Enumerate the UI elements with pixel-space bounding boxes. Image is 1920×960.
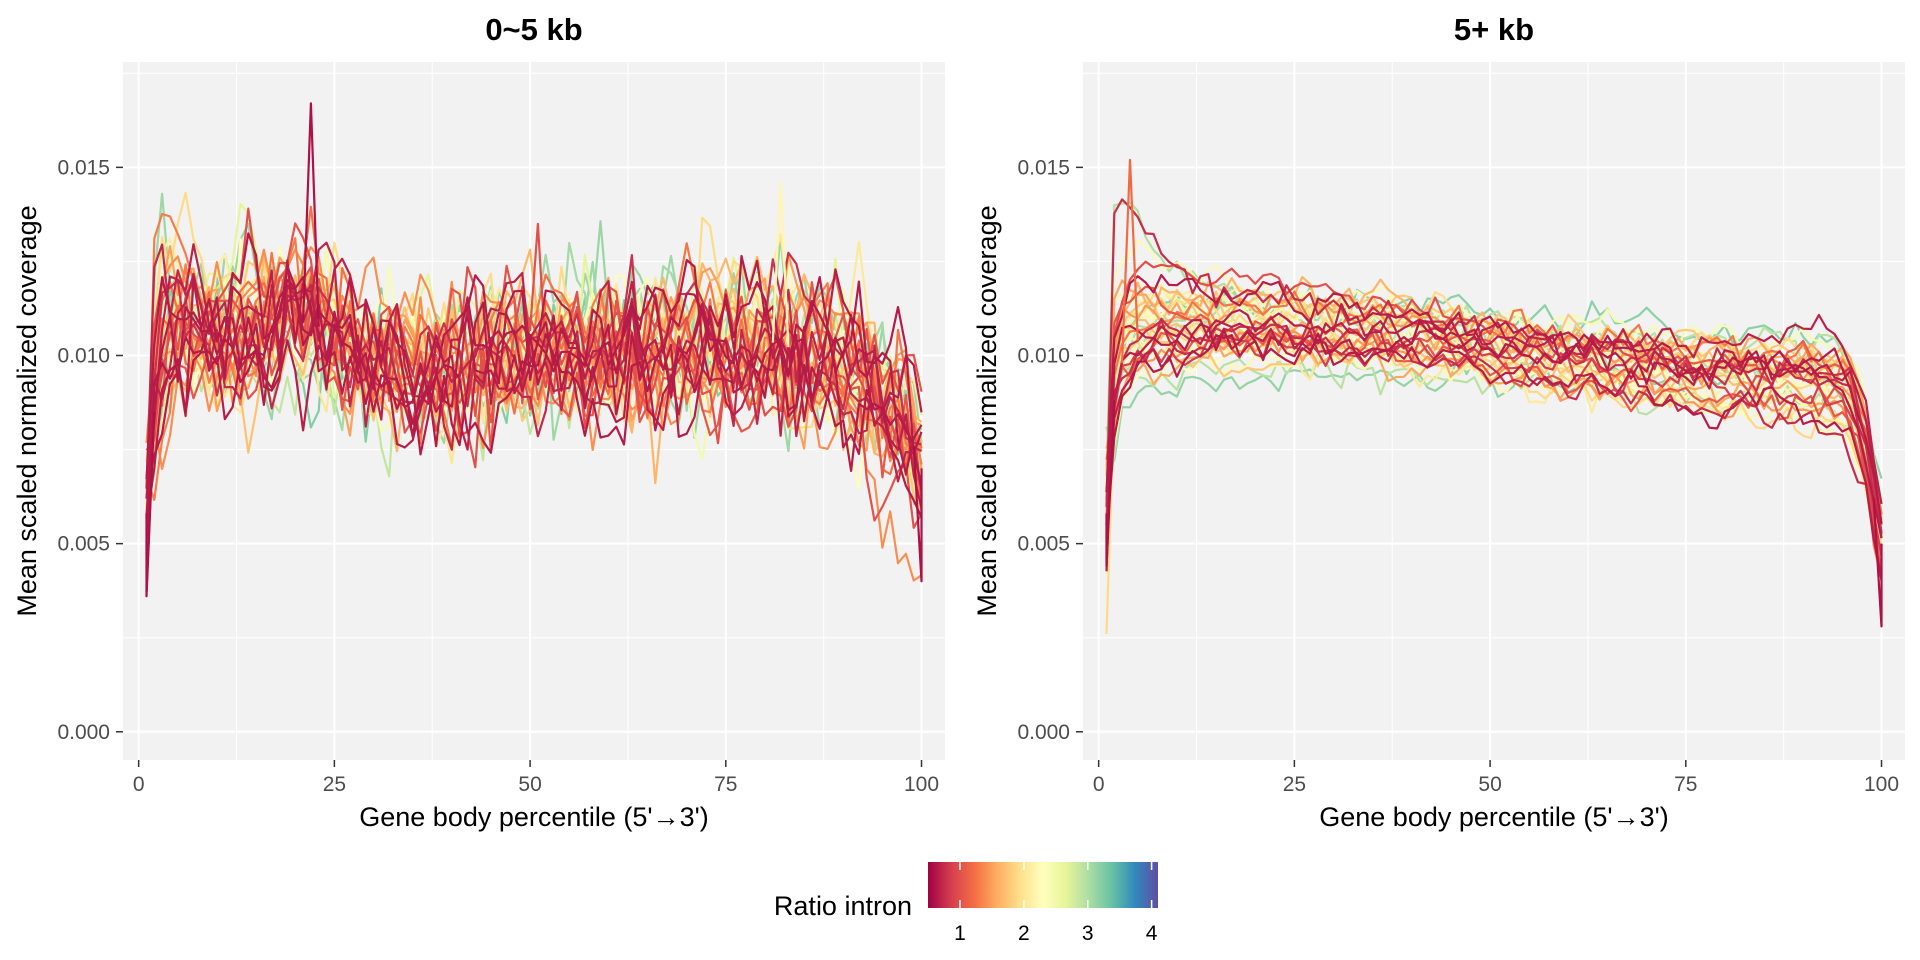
series-line <box>1105 328 1883 524</box>
series-lines <box>1105 158 1883 634</box>
y-tick-label: 0.015 <box>1017 156 1070 179</box>
series-extreme-end_min <box>1872 498 1883 628</box>
series-line <box>1105 302 1883 525</box>
series-extreme-max_spike <box>302 102 320 327</box>
series-extreme-start_min <box>1105 400 1116 568</box>
legend-ticks: 1 2 3 4 <box>954 862 1158 945</box>
x-tick-label: 25 <box>1283 773 1306 796</box>
series-extreme-yellow_peak <box>771 181 790 348</box>
y-axis-title: Mean scaled normalized coverage <box>972 205 1002 616</box>
x-tick-label: 100 <box>1864 773 1899 796</box>
series-line <box>1105 273 1883 539</box>
series-extreme-early_peak <box>1121 158 1139 364</box>
legend-tick-label: 2 <box>1018 922 1030 945</box>
series-line <box>1105 297 1883 525</box>
series-line <box>1105 308 1883 525</box>
x-axis-title: Gene body percentile (5'→3') <box>1319 802 1669 832</box>
x-tick-label: 0 <box>1093 773 1105 796</box>
x-tick-label: 0 <box>133 773 145 796</box>
series-line <box>145 276 923 592</box>
x-tick-label: 50 <box>1478 773 1501 796</box>
x-tick-label: 75 <box>1674 773 1697 796</box>
series-extreme-start_min <box>145 411 156 598</box>
panel-title: 5+ kb <box>1454 12 1534 47</box>
axes: 0.000 0.005 0.010 0.015 0 25 50 75 100 <box>57 156 939 796</box>
legend-colorbar <box>928 862 1158 908</box>
y-tick-label: 0.000 <box>1017 721 1070 744</box>
axes: 0.000 0.005 0.010 0.015 0 25 50 75 100 <box>1017 156 1899 796</box>
plot-background <box>1083 62 1905 760</box>
legend-tick-label: 1 <box>954 922 966 945</box>
legend-tick-label: 4 <box>1146 922 1158 945</box>
color-legend: Ratio intron 1 2 3 4 <box>774 862 1158 945</box>
gridlines <box>1083 62 1905 760</box>
y-tick-label: 0.005 <box>1017 533 1070 556</box>
series-line <box>145 232 923 490</box>
y-tick-label: 0.015 <box>57 156 110 179</box>
series-line <box>1105 319 1883 539</box>
series-line <box>145 263 922 501</box>
series-extreme-end_min <box>912 445 923 583</box>
panel-short-genes: 0~5 kb 0.000 0.005 0.010 0.015 0 25 50 75 100 Gene… <box>12 12 945 832</box>
y-tick-label: 0.010 <box>57 344 110 367</box>
x-tick-label: 100 <box>904 773 939 796</box>
x-tick-label: 50 <box>518 773 541 796</box>
series-lines <box>145 102 923 598</box>
series-line <box>145 277 923 499</box>
panel-title: 0~5 kb <box>485 12 582 47</box>
y-tick-label: 0.005 <box>57 533 110 556</box>
x-tick-label: 75 <box>714 773 737 796</box>
x-tick-label: 25 <box>323 773 346 796</box>
y-axis-title: Mean scaled normalized coverage <box>12 205 42 616</box>
y-tick-label: 0.000 <box>57 721 110 744</box>
series-line <box>1105 326 1883 557</box>
legend-tick-label: 3 <box>1082 922 1094 945</box>
legend-title: Ratio intron <box>774 891 912 921</box>
x-axis-title: Gene body percentile (5'→3') <box>359 802 709 832</box>
series-line <box>1105 316 1883 581</box>
y-tick-label: 0.010 <box>1017 344 1070 367</box>
panel-long-genes: 5+ kb 0.000 0.005 0.010 0.015 0 25 50 75 100 Gene … <box>972 12 1905 832</box>
